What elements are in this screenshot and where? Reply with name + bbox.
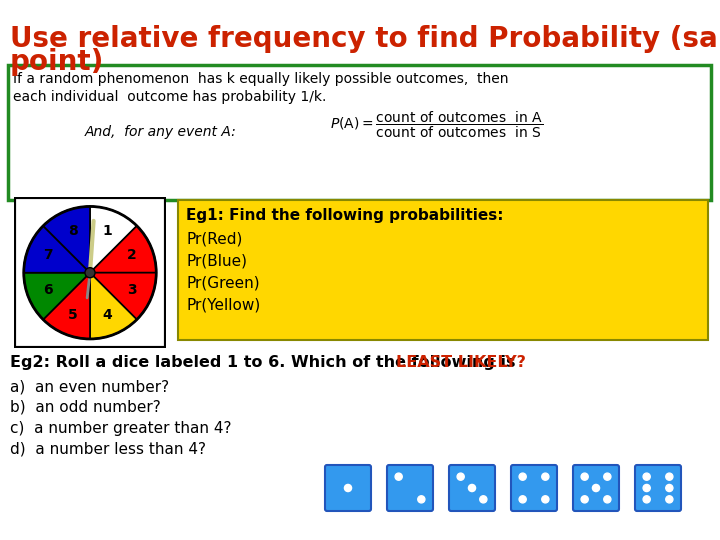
FancyBboxPatch shape [325,465,371,511]
Text: Pr(Green): Pr(Green) [186,276,260,291]
Wedge shape [43,273,90,339]
Circle shape [643,473,650,480]
FancyBboxPatch shape [511,465,557,511]
Circle shape [541,473,549,480]
Circle shape [519,473,526,480]
Circle shape [593,484,600,491]
Wedge shape [90,273,137,339]
Circle shape [395,473,402,480]
Wedge shape [24,273,90,320]
Wedge shape [90,273,156,320]
Text: And,  for any event A:: And, for any event A: [85,125,237,139]
Text: b)  an odd number?: b) an odd number? [10,400,161,415]
Circle shape [643,496,650,503]
Circle shape [418,496,425,503]
Text: LEAST LIKELY?: LEAST LIKELY? [397,355,526,370]
Circle shape [666,496,673,503]
Text: d)  a number less than 4?: d) a number less than 4? [10,442,206,457]
Text: $P(\mathrm{A}) = \dfrac{\mathrm{count\ of\ outcomes\ \ in\ A}}{\mathrm{count\ of: $P(\mathrm{A}) = \dfrac{\mathrm{count\ o… [330,110,543,140]
Wedge shape [90,206,137,273]
Wedge shape [43,206,90,273]
Circle shape [541,496,549,503]
Circle shape [457,473,464,480]
FancyBboxPatch shape [449,465,495,511]
FancyBboxPatch shape [573,465,619,511]
Circle shape [604,496,611,503]
Text: 5: 5 [68,308,78,322]
Text: Eg2: Roll a dice labeled 1 to 6. Which of the following is: Eg2: Roll a dice labeled 1 to 6. Which o… [10,355,521,370]
FancyBboxPatch shape [8,65,711,200]
Text: 6: 6 [43,283,53,297]
Text: 2: 2 [127,248,137,262]
Text: Pr(Red): Pr(Red) [186,232,243,247]
Text: Pr(Blue): Pr(Blue) [186,254,247,269]
Wedge shape [24,226,90,273]
Circle shape [469,484,476,491]
Text: c)  a number greater than 4?: c) a number greater than 4? [10,421,232,436]
Circle shape [581,496,588,503]
Text: 4: 4 [102,308,112,322]
Circle shape [666,484,673,491]
Text: Eg1: Find the following probabilities:: Eg1: Find the following probabilities: [186,208,503,223]
Circle shape [581,473,588,480]
Circle shape [604,473,611,480]
Text: point): point) [10,48,104,76]
Text: 7: 7 [43,248,53,262]
Text: 8: 8 [68,224,78,238]
Text: Use relative frequency to find Probability (sample: Use relative frequency to find Probabili… [10,25,720,53]
FancyBboxPatch shape [387,465,433,511]
FancyBboxPatch shape [635,465,681,511]
Text: 3: 3 [127,283,137,297]
Circle shape [85,268,95,278]
Wedge shape [90,226,156,273]
Circle shape [519,496,526,503]
Circle shape [344,484,351,491]
FancyBboxPatch shape [178,200,708,340]
Circle shape [666,473,673,480]
Text: 1: 1 [102,224,112,238]
Text: a)  an even number?: a) an even number? [10,379,169,394]
Text: Pr(Yellow): Pr(Yellow) [186,298,260,313]
Text: each individual  outcome has probability 1/k.: each individual outcome has probability … [13,90,326,104]
Circle shape [480,496,487,503]
Circle shape [643,484,650,491]
Text: If a random phenomenon  has k equally likely possible outcomes,  then: If a random phenomenon has k equally lik… [13,72,508,86]
